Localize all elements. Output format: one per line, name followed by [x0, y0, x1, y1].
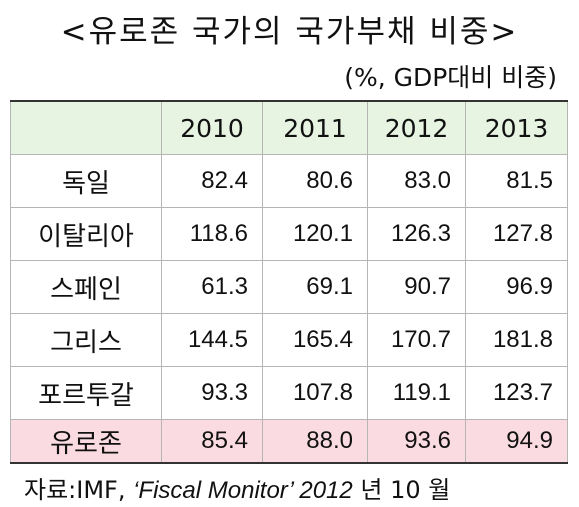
value-cell: 127.8 [465, 207, 568, 261]
country-cell: 이탈리아 [10, 207, 162, 261]
country-cell: 스페인 [10, 260, 162, 314]
value-cell: 123.7 [465, 366, 568, 420]
value-cell: 118.6 [161, 207, 263, 261]
source-prefix: 자료:IMF, [24, 476, 134, 504]
value-cell: 82.4 [161, 154, 263, 208]
value-cell: 165.4 [262, 313, 368, 367]
unit-note: (%, GDP대비 비중) [344, 63, 557, 92]
source-note: 자료:IMF, ‘Fiscal Monitor’ 2012 년 10 월 [24, 470, 450, 505]
table-row: 독일 82.4 80.6 83.0 81.5 [10, 154, 568, 208]
table-row: 스페인 61.3 69.1 90.7 96.9 [10, 260, 568, 314]
value-cell: 83.0 [367, 154, 466, 208]
country-cell: 유로존 [10, 419, 162, 464]
page-title: <유로존 국가의 국가부채 비중> [60, 14, 519, 50]
table-header-row: 2010 2011 2012 2013 [10, 100, 568, 155]
value-cell: 80.6 [262, 154, 368, 208]
value-cell: 126.3 [367, 207, 466, 261]
value-cell: 96.9 [465, 260, 568, 314]
value-cell: 90.7 [367, 260, 466, 314]
value-cell: 61.3 [161, 260, 263, 314]
value-cell: 181.8 [465, 313, 568, 367]
eurozone-row: 유로존 85.4 88.0 93.6 94.9 [10, 419, 568, 464]
year-header: 2012 [367, 100, 466, 155]
country-cell: 포르투갈 [10, 366, 162, 420]
year-header: 2010 [161, 100, 263, 155]
table-row: 포르투갈 93.3 107.8 119.1 123.7 [10, 366, 568, 420]
year-header: 2011 [262, 100, 368, 155]
table-row: 이탈리아 118.6 120.1 126.3 127.8 [10, 207, 568, 261]
value-cell: 69.1 [262, 260, 368, 314]
value-cell: 120.1 [262, 207, 368, 261]
value-cell: 107.8 [262, 366, 368, 420]
value-cell: 94.9 [465, 419, 568, 464]
debt-table: 2010 2011 2012 2013 독일 82.4 80.6 83.0 81… [10, 100, 568, 464]
country-cell: 독일 [10, 154, 162, 208]
value-cell: 144.5 [161, 313, 263, 367]
corner-cell [10, 100, 162, 155]
source-date: 년 10 월 [352, 476, 451, 504]
country-cell: 그리스 [10, 313, 162, 367]
year-header: 2013 [465, 100, 568, 155]
value-cell: 93.3 [161, 366, 263, 420]
value-cell: 88.0 [262, 419, 368, 464]
value-cell: 93.6 [367, 419, 466, 464]
value-cell: 85.4 [161, 419, 263, 464]
value-cell: 81.5 [465, 154, 568, 208]
table-row: 그리스 144.5 165.4 170.7 181.8 [10, 313, 568, 367]
value-cell: 170.7 [367, 313, 466, 367]
source-publication: ‘Fiscal Monitor’ 2012 [133, 477, 353, 504]
value-cell: 119.1 [367, 366, 466, 420]
